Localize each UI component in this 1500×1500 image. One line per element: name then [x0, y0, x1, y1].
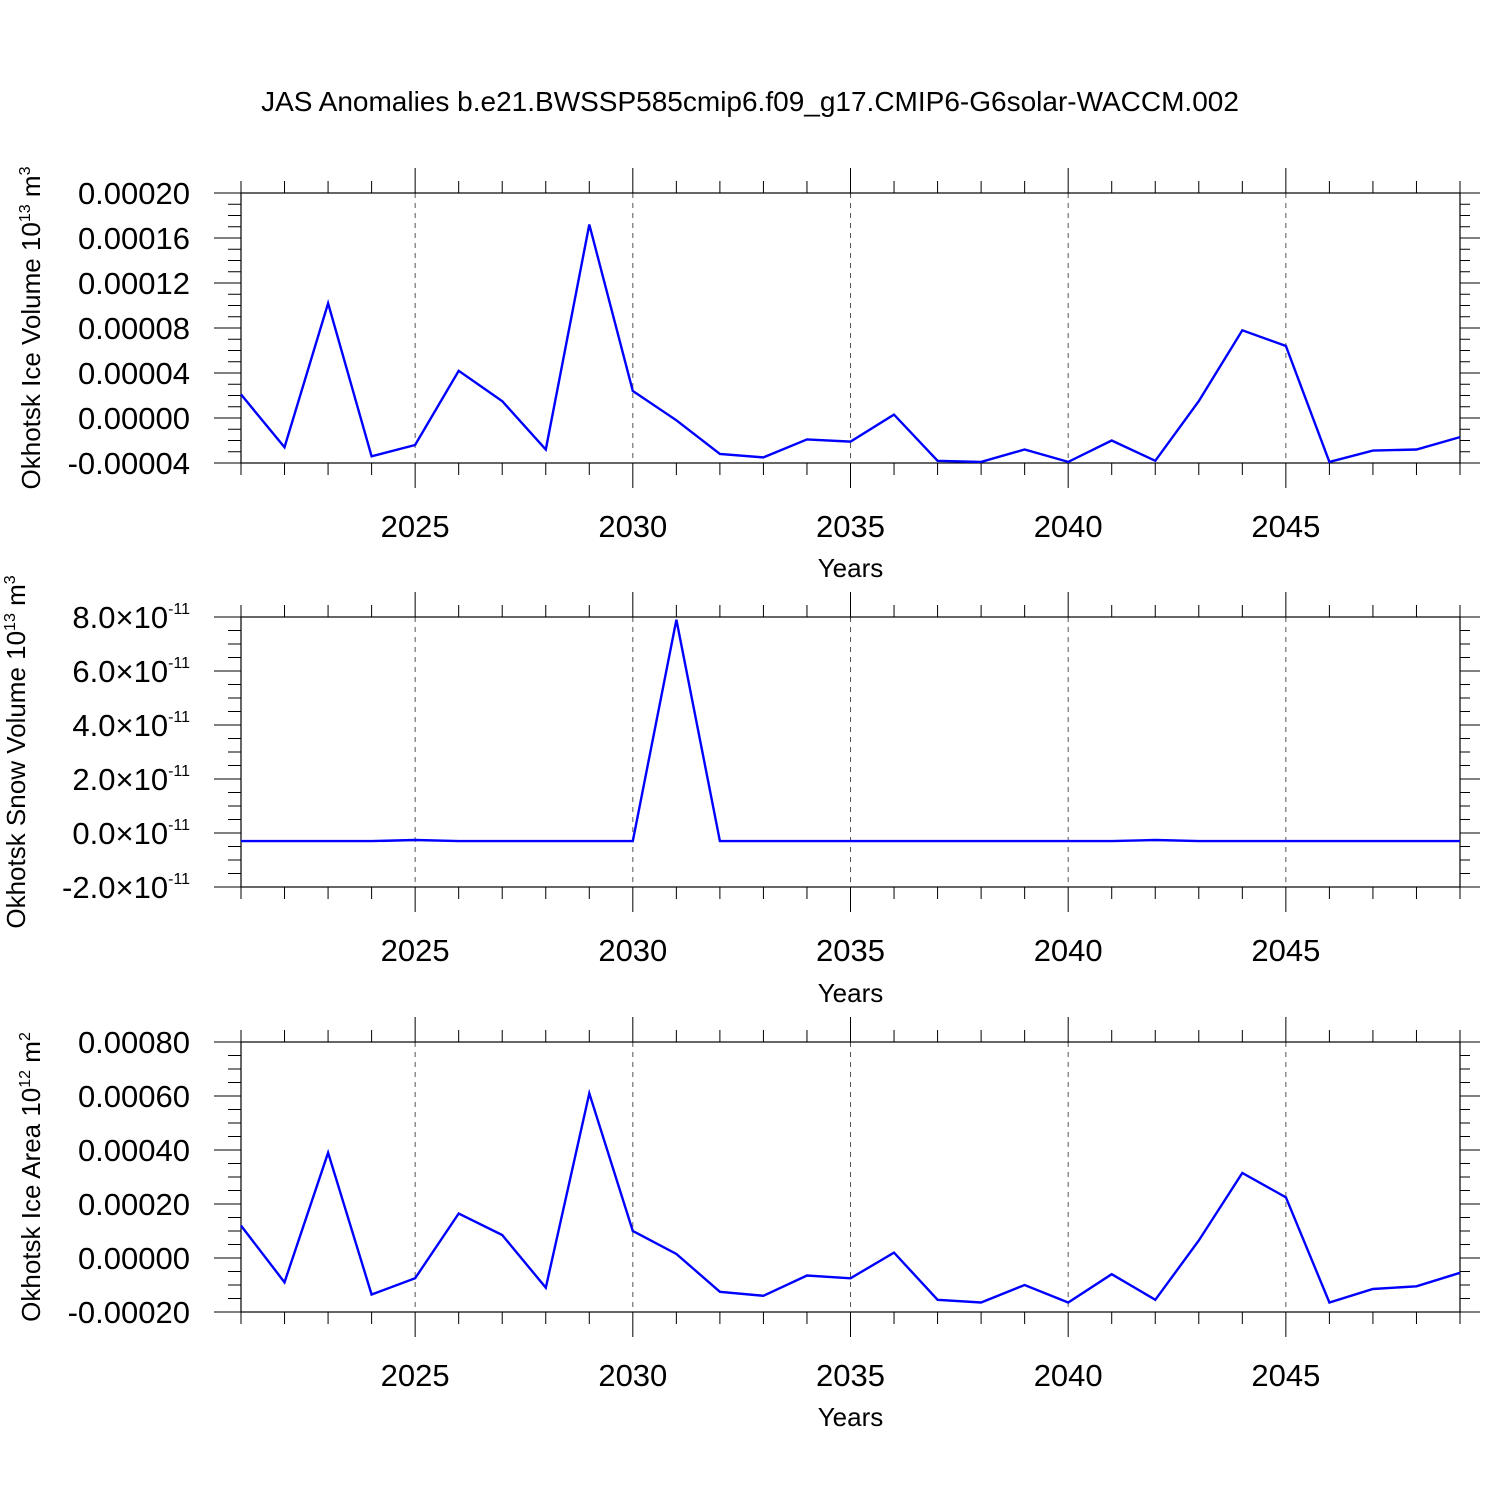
y-tick-label: 2.0×10-11 [72, 762, 190, 797]
x-axis-label: Years [818, 978, 884, 1008]
x-tick-label: 2035 [816, 509, 885, 544]
y-tick-exponent: -11 [168, 817, 190, 834]
x-tick-label: 2025 [381, 1358, 450, 1393]
y-tick-exponent: -11 [168, 871, 190, 888]
x-tick-label: 2030 [598, 933, 667, 968]
y-tick-label: 0.00008 [78, 311, 190, 346]
y-tick-base: 10 [134, 600, 168, 635]
y-tick-label: -0.00004 [68, 446, 190, 481]
y-axis-unit-power: 3 [17, 166, 34, 175]
y-axis-label-text: Okhotsk Ice Volume 10 [16, 222, 46, 489]
y-tick-label: 0.00004 [78, 356, 190, 391]
y-tick-label: 0.00080 [78, 1025, 190, 1060]
y-axis-unit-dim: m [1, 584, 31, 613]
y-tick-base: 10 [134, 708, 168, 743]
y-tick-mantissa: 2.0 [72, 762, 115, 797]
x-tick-label: 2040 [1034, 1358, 1103, 1393]
y-tick-times: × [115, 708, 133, 743]
y-tick-mantissa: -2.0 [62, 870, 115, 905]
y-axis-unit-exponent: 13 [17, 204, 34, 222]
y-tick-mantissa: 6.0 [72, 654, 115, 689]
panel-2: 2025 2030 2035 2040 2045Years-2.0×10-110.0×1… [1, 575, 1480, 1008]
x-axis-label: Years [818, 553, 884, 583]
x-tick-label: 2025 [381, 509, 450, 544]
x-tick-label: 2030 [598, 1358, 667, 1393]
x-axis-label: Years [818, 1402, 884, 1432]
chart-title: JAS Anomalies b.e21.BWSSP585cmip6.f09_g1… [261, 86, 1239, 117]
y-axis-unit-power: 2 [17, 1032, 34, 1041]
y-axis-label: Okhotsk Ice Volume 1013 m3 [16, 166, 46, 489]
y-tick-label: 0.0×10-11 [72, 816, 190, 851]
y-tick-exponent: -11 [168, 709, 190, 726]
y-tick-label: 0.00040 [78, 1133, 190, 1168]
y-axis-unit-dim: m [16, 175, 46, 204]
x-tick-label: 2025 [381, 933, 450, 968]
y-tick-mantissa: 8.0 [72, 600, 115, 635]
y-tick-exponent: -11 [168, 601, 190, 618]
y-axis-label: Okhotsk Snow Volume 1013 m3 [1, 575, 31, 928]
y-tick-exponent: -11 [168, 763, 190, 780]
y-tick-label: 0.00020 [78, 176, 190, 211]
y-axis-unit-power: 3 [2, 575, 19, 584]
y-axis-label-text: Okhotsk Snow Volume 10 [1, 631, 31, 929]
x-tick-label: 2040 [1034, 933, 1103, 968]
y-axis-label-text: Okhotsk Ice Area 10 [16, 1088, 46, 1322]
y-tick-base: 10 [134, 762, 168, 797]
y-tick-label: 0.00012 [78, 266, 190, 301]
x-tick-label: 2040 [1034, 509, 1103, 544]
x-tick-label: 2045 [1251, 509, 1320, 544]
series-line [240, 224, 1461, 464]
panel-3: 2025 2030 2035 2040 2045 Years -0.00020 0.00000… [16, 1017, 1480, 1432]
y-tick-base: 10 [134, 816, 168, 851]
y-tick-mantissa: 0.0 [72, 816, 115, 851]
x-tick-label: 2030 [598, 509, 667, 544]
y-tick-label: 6.0×10-11 [72, 654, 190, 689]
y-tick-times: × [115, 816, 133, 851]
y-axis-unit-exponent: 12 [17, 1070, 34, 1088]
y-tick-label: 0.00020 [78, 1187, 190, 1222]
x-tick-label: 2035 [816, 1358, 885, 1393]
y-axis-unit-dim: m [16, 1041, 46, 1070]
x-tick-label: 2045 [1251, 933, 1320, 968]
y-tick-times: × [115, 654, 133, 689]
x-tick-label: 2045 [1251, 1358, 1320, 1393]
y-tick-label: 0.00000 [78, 401, 190, 436]
y-tick-times: × [115, 600, 133, 635]
y-tick-exponent: -11 [168, 655, 190, 672]
panel-1: 2025 2030 2035 2040 2045 Years -0.00004 0.00000… [16, 166, 1480, 583]
y-tick-label: 4.0×10-11 [72, 708, 190, 743]
y-tick-times: × [115, 870, 133, 905]
y-axis-label: Okhotsk Ice Area 1012 m2 [16, 1032, 46, 1322]
y-tick-label: 0.00000 [78, 1241, 190, 1276]
y-tick-mantissa: 4.0 [72, 708, 115, 743]
y-tick-label: -2.0×10-11 [62, 870, 190, 905]
y-tick-label: -0.00020 [68, 1295, 190, 1330]
x-tick-label: 2035 [816, 933, 885, 968]
y-tick-base: 10 [134, 870, 168, 905]
series-line [240, 1088, 1461, 1304]
y-tick-label: 0.00060 [78, 1079, 190, 1114]
y-tick-times: × [115, 762, 133, 797]
y-tick-base: 10 [134, 654, 168, 689]
y-axis-unit-exponent: 13 [2, 613, 19, 631]
y-tick-label: 0.00016 [78, 221, 190, 256]
y-tick-label: 8.0×10-11 [72, 600, 190, 635]
